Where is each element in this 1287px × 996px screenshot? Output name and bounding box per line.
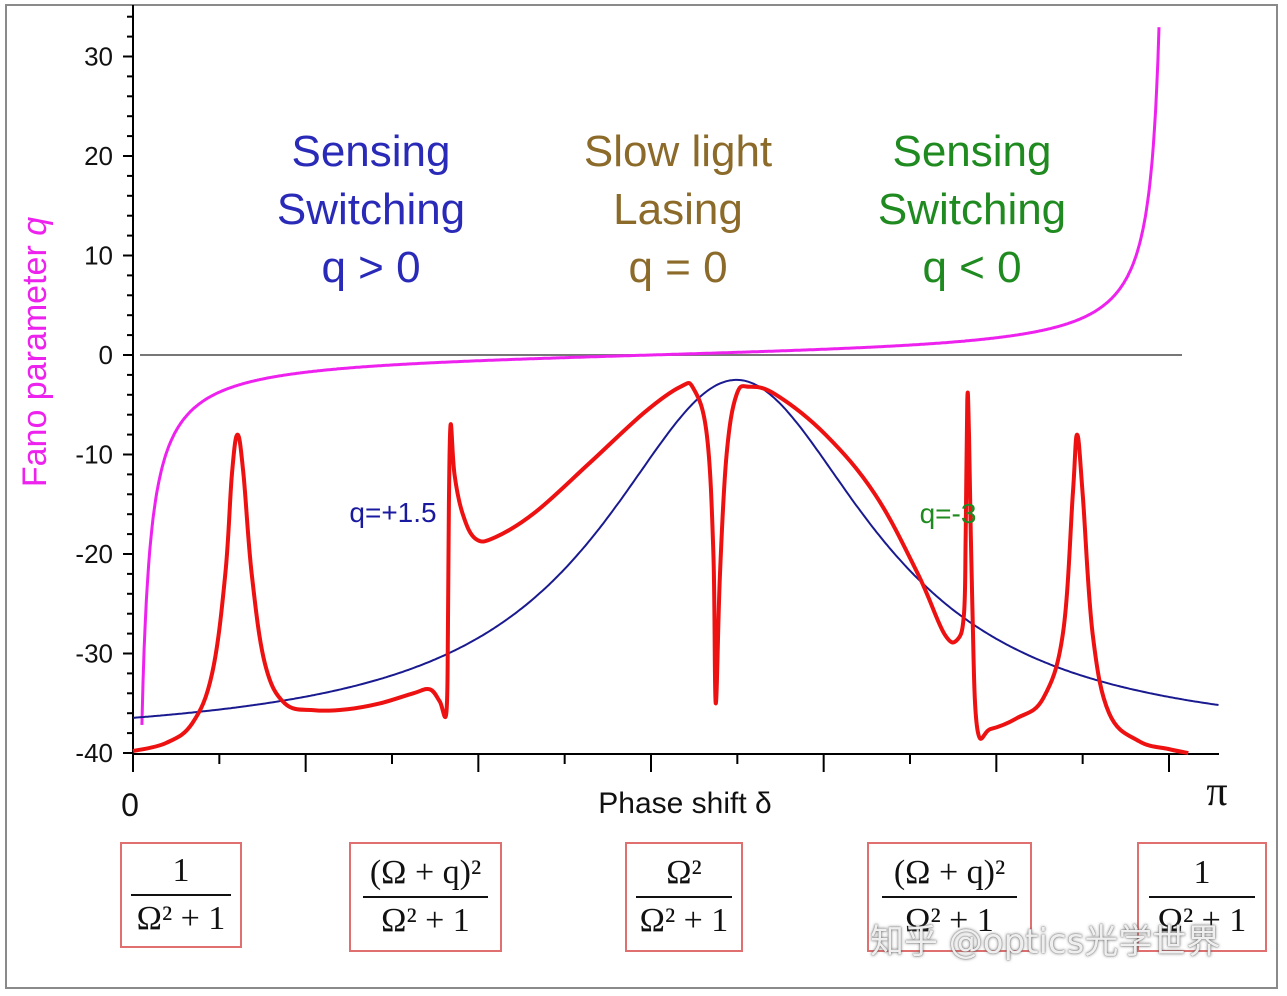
chart-texts: 30 20 10 0 -10 -20 -30 -40 Fano parameter q 0 π Pha… (16, 42, 1228, 824)
formula-5-denominator: Ω² + 1 (1157, 902, 1247, 939)
formula-1-denominator: Ω² + 1 (136, 900, 226, 937)
region-label-3-line-2: Switching (878, 185, 1066, 234)
formula-1-bar (131, 894, 231, 896)
y-tick-label: -40 (75, 738, 113, 768)
formula-box-2: (Ω + q)² Ω² + 1 (349, 842, 502, 952)
region-label-3-line-3: q < 0 (922, 243, 1021, 292)
x-tick-label-start: 0 (121, 787, 139, 823)
formula-2-denominator: Ω² + 1 (381, 902, 470, 939)
series-lorentzian-baseline (132, 378, 1219, 719)
y-axis-title: Fano parameter q (16, 217, 54, 487)
formula-box-3: Ω² Ω² + 1 (625, 842, 743, 952)
x-tick-label-end: π (1206, 769, 1227, 815)
y-axis-title-text: Fano parameter (16, 236, 54, 487)
y-tick-label: -30 (75, 639, 113, 669)
curves (132, 27, 1219, 755)
formula-3-numerator: Ω² (666, 854, 702, 891)
y-tick-label: -10 (75, 440, 113, 470)
formula-4-denominator: Ω² + 1 (905, 902, 994, 939)
formula-5-numerator: 1 (1193, 854, 1211, 891)
x-axis-title: Phase shift δ (598, 787, 771, 820)
formula-5-bar (1149, 896, 1255, 898)
y-tick-label: 0 (99, 340, 113, 370)
figure-frame (5, 4, 1278, 989)
formula-4-bar (881, 896, 1018, 898)
region-label-2-line-2: Lasing (613, 185, 743, 234)
formula-3-bar (636, 896, 732, 898)
series-fano-parameter-q (140, 27, 1161, 725)
region-label-2-line-1: Slow light (584, 127, 772, 176)
formula-box-4: (Ω + q)² Ω² + 1 (867, 842, 1032, 952)
formula-box-5: 1 Ω² + 1 (1137, 842, 1267, 952)
formula-box-1: 1 Ω² + 1 (120, 842, 242, 948)
annotation-2: q=-3 (920, 498, 977, 529)
region-label-1-line-1: Sensing (291, 127, 450, 176)
y-axis-title-symbol: q (16, 217, 54, 236)
y-tick-label: 10 (84, 241, 113, 271)
watermark: 知乎 @optics光学世界 (870, 922, 1221, 962)
axes (123, 5, 1219, 772)
region-label-3-line-1: Sensing (892, 127, 1051, 176)
y-tick-label: -20 (75, 539, 113, 569)
annotation-1: q=+1.5 (349, 497, 436, 528)
series-fano-lineshapes (132, 381, 1189, 755)
formula-3-denominator: Ω² + 1 (639, 902, 729, 939)
formula-2-numerator: (Ω + q)² (369, 854, 482, 891)
region-label-1-line-2: Switching (277, 185, 465, 234)
formula-2-bar (362, 896, 489, 898)
region-label-1-line-3: q > 0 (321, 243, 420, 292)
formula-1-numerator: 1 (172, 852, 190, 889)
formula-4-numerator: (Ω + q)² (893, 854, 1006, 891)
region-label-2-line-3: q = 0 (628, 243, 727, 292)
y-tick-label: 20 (84, 141, 113, 171)
y-tick-label: 30 (84, 42, 113, 72)
